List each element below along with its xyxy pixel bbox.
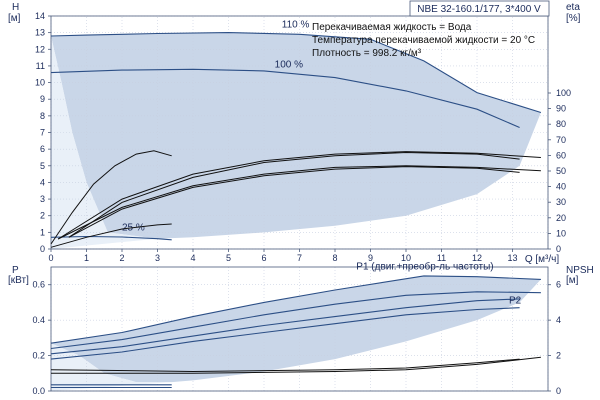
- x-tick-label: 3: [155, 253, 160, 263]
- series-label: 110 %: [282, 20, 310, 31]
- y-right-axis-unit: [м]: [566, 275, 579, 286]
- y-axis-label: P: [12, 265, 19, 276]
- series-line: [50, 32, 542, 114]
- y-tick-label: 0: [40, 244, 45, 254]
- y-right-axis-label: NPSH: [566, 265, 594, 276]
- operating-area: [51, 32, 541, 239]
- plot-frame: [50, 266, 549, 392]
- series-label: 100 %: [275, 60, 303, 71]
- y-axis-label: H: [12, 2, 19, 13]
- y-tick-label: 1: [40, 227, 45, 237]
- info-line: Температура перекачиваемой жидкости = 20…: [312, 35, 535, 46]
- y-tick-label: 13: [35, 28, 45, 38]
- y-tick-label: 3: [40, 194, 45, 204]
- y-right-tick-label: 90: [556, 104, 566, 114]
- series-label: 25 %: [122, 223, 145, 234]
- y-tick-label: 11: [36, 61, 45, 71]
- series-label: P2: [509, 295, 522, 306]
- title-box: [409, 0, 550, 17]
- y-right-tick-label: 0: [556, 386, 561, 396]
- x-tick-label: 11: [437, 253, 446, 263]
- y-right-tick-label: 80: [556, 119, 566, 129]
- y-tick-label: 9: [40, 94, 45, 104]
- info-line: Перекачиваемая жидкость = Вода: [312, 22, 472, 33]
- y-tick-label: 0.0: [32, 386, 45, 396]
- y-tick-label: 6: [40, 144, 45, 154]
- y-right-tick-label: 2: [556, 351, 561, 361]
- x-tick-label: 6: [261, 253, 266, 263]
- series-line: [50, 223, 172, 248]
- y-right-tick-label: 40: [556, 182, 566, 192]
- y-right-tick-label: 6: [556, 280, 561, 290]
- y-right-axis-unit: [%]: [566, 13, 581, 24]
- series-line: [68, 166, 520, 238]
- x-tick-label: 12: [472, 253, 482, 263]
- x-tick-label: 10: [401, 253, 411, 263]
- series-line: [57, 151, 541, 240]
- series-line: [50, 275, 541, 344]
- x-tick-label: 1: [84, 253, 89, 263]
- x-tick-label: 8: [332, 253, 337, 263]
- series-line: [50, 291, 541, 350]
- y-right-axis-label: eta: [566, 2, 580, 13]
- y-tick-label: 5: [40, 161, 45, 171]
- series-line: [50, 150, 172, 245]
- y-right-tick-label: 60: [556, 150, 566, 160]
- series-line: [68, 151, 520, 238]
- y-tick-label: 12: [35, 44, 45, 54]
- y-axis-unit: [кВт]: [8, 275, 29, 286]
- x-tick-label: 7: [297, 253, 302, 263]
- series-line: [50, 298, 520, 355]
- info-line: Плотность = 998.2 кг/м³: [312, 48, 422, 59]
- y-axis-unit: [м]: [8, 13, 21, 24]
- y-tick-label: 4: [40, 177, 45, 187]
- y-right-tick-label: 30: [556, 197, 566, 207]
- left-band-area: [51, 343, 172, 391]
- x-tick-label: 4: [190, 253, 195, 263]
- x-tick-label: 0: [48, 253, 53, 263]
- y-right-tick-label: 50: [556, 166, 566, 176]
- x-axis-label: Q [м³/ч]: [525, 254, 560, 265]
- y-right-tick-label: 100: [556, 88, 571, 98]
- y-tick-label: 0.4: [32, 315, 45, 325]
- y-tick-label: 8: [40, 111, 45, 121]
- power-npsh-chart: P1 (двиг.+преобр-ль частоты)P20.00.20.40…: [8, 261, 594, 396]
- series-line: [57, 165, 541, 240]
- series-line: [50, 68, 520, 129]
- y-right-tick-label: 4: [556, 315, 561, 325]
- y-right-tick-label: 0: [556, 244, 561, 254]
- left-band-area: [51, 36, 158, 249]
- head-efficiency-chart: 110 %100 %25 %01234567891011121314010203…: [8, 0, 581, 265]
- y-tick-label: 14: [35, 11, 45, 21]
- series-label: P1 (двиг.+преобр-ль частоты): [356, 261, 493, 273]
- y-tick-label: 7: [40, 128, 45, 138]
- series-line: [50, 235, 172, 241]
- x-tick-label: 9: [368, 253, 373, 263]
- chart-title: NBE 32-160.1/177, 3*400 V: [417, 4, 541, 15]
- series-line: [50, 358, 520, 373]
- y-right-tick-label: 10: [556, 228, 566, 238]
- x-tick-label: 13: [507, 253, 517, 263]
- series-line: [50, 307, 520, 360]
- x-tick-label: 2: [119, 253, 124, 263]
- y-tick-label: 0.6: [32, 280, 45, 290]
- y-right-tick-label: 20: [556, 213, 566, 223]
- series-line: [51, 356, 541, 374]
- y-tick-label: 10: [35, 78, 45, 88]
- x-tick-label: 5: [226, 253, 231, 263]
- y-right-tick-label: 70: [556, 135, 566, 145]
- y-tick-label: 2: [40, 211, 45, 221]
- y-tick-label: 0.2: [32, 351, 45, 361]
